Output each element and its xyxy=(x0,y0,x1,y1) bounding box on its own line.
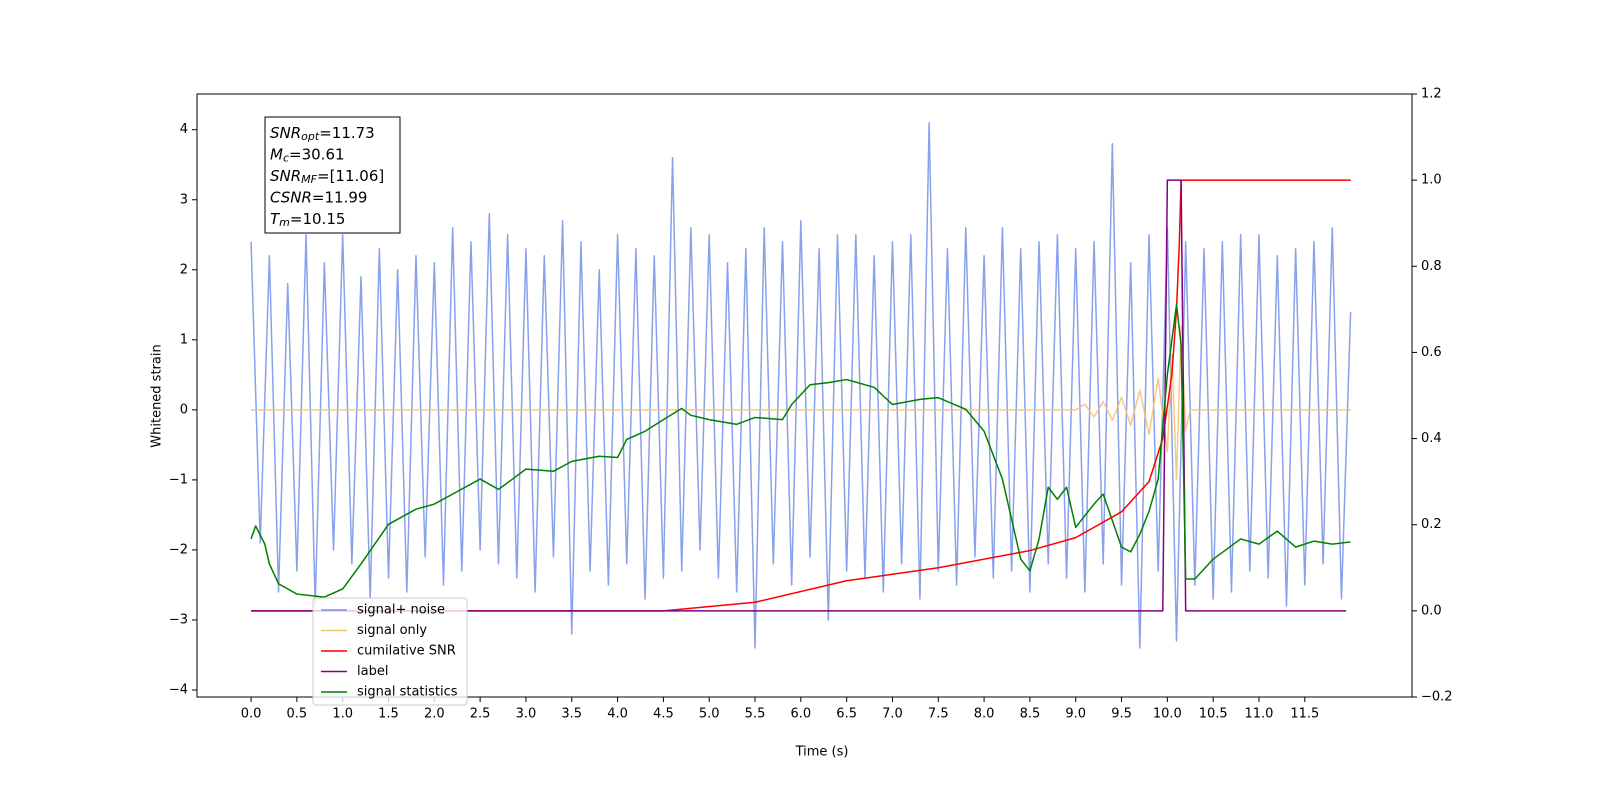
x-axis-label: Time (s) xyxy=(795,745,849,760)
legend-label: signal only xyxy=(357,623,427,638)
annotation: CSNR=11.99 xyxy=(270,188,367,206)
x-tick-label: 3.0 xyxy=(516,707,537,722)
x-tick-label: 10.5 xyxy=(1199,707,1228,722)
y-tick-label: −3 xyxy=(169,612,188,627)
annotation-name: CSNR xyxy=(270,188,312,206)
y-tick-label: −1 xyxy=(169,472,188,487)
legend-label: label xyxy=(357,664,388,679)
y2-tick-label: −0.2 xyxy=(1421,690,1453,705)
plot-lines xyxy=(250,121,1352,649)
annotation: Tm=10.15 xyxy=(270,210,345,230)
annotation: Mc=30.61 xyxy=(270,145,345,165)
annotation-name: SNR xyxy=(270,167,301,185)
series-line xyxy=(251,179,1351,612)
annotation-text: =[11.06] xyxy=(317,167,384,185)
y-tick-label: 4 xyxy=(180,122,188,137)
annotation-sub: c xyxy=(283,152,289,165)
annotation-text: =30.61 xyxy=(289,145,345,163)
y-tick-label: 0 xyxy=(180,402,188,417)
x-tick-label: 6.5 xyxy=(836,707,857,722)
x-tick-label: 7.0 xyxy=(882,707,903,722)
plot-frame xyxy=(196,93,1413,698)
x-tick-label: 9.5 xyxy=(1111,707,1132,722)
y2-tick-label: 0.0 xyxy=(1421,603,1442,618)
x-tick-label: 5.5 xyxy=(745,707,766,722)
x-tick-label: 10.0 xyxy=(1153,707,1182,722)
x-tick-label: 4.5 xyxy=(653,707,674,722)
annotation-sub: m xyxy=(279,216,290,229)
y-tick-label: −4 xyxy=(169,682,188,697)
x-tick-label: 2.5 xyxy=(470,707,491,722)
y2-tick-label: 0.6 xyxy=(1421,345,1442,360)
x-tick-label: 5.0 xyxy=(699,707,720,722)
x-tick-label: 7.5 xyxy=(928,707,949,722)
x-tick-label: 4.0 xyxy=(607,707,628,722)
legend-box xyxy=(312,597,468,706)
x-tick-label: 6.0 xyxy=(790,707,811,722)
x-tick-label: 0.5 xyxy=(287,707,308,722)
y-axis-label: Whitened strain xyxy=(150,344,165,447)
series-line xyxy=(251,179,1347,612)
x-tick-label: 0.0 xyxy=(241,707,262,722)
x-tick-label: 2.0 xyxy=(424,707,445,722)
annotation-name: SNR xyxy=(270,124,301,142)
annotation-sub: MF xyxy=(301,173,317,186)
y2-tick-label: 0.8 xyxy=(1421,259,1442,274)
annotation-name: M xyxy=(270,145,283,163)
y2-tick-label: 1.0 xyxy=(1421,173,1442,188)
x-tick-label: 8.5 xyxy=(1020,707,1041,722)
annotation-box xyxy=(264,116,401,234)
annotation-text: =11.73 xyxy=(319,124,375,142)
annotation: SNRopt=11.73 xyxy=(270,124,375,144)
legend-label: signal+ noise xyxy=(357,603,445,618)
x-tick-label: 9.0 xyxy=(1065,707,1086,722)
x-tick-label: 1.5 xyxy=(378,707,399,722)
x-tick-label: 11.5 xyxy=(1290,707,1319,722)
x-tick-label: 1.0 xyxy=(332,707,353,722)
y2-tick-label: 0.2 xyxy=(1421,517,1442,532)
y2-tick-label: 1.2 xyxy=(1421,87,1442,102)
x-tick-label: 8.0 xyxy=(974,707,995,722)
x-tick-label: 11.0 xyxy=(1245,707,1274,722)
series-line xyxy=(250,303,1351,598)
y2-tick-label: 0.4 xyxy=(1421,431,1442,446)
legend-label: signal statistics xyxy=(357,685,458,700)
y-tick-label: 1 xyxy=(180,332,188,347)
annotation: SNRMF=[11.06] xyxy=(270,167,384,187)
series-line xyxy=(251,325,1351,481)
y-tick-label: −2 xyxy=(169,542,188,557)
annotation-sub: opt xyxy=(301,130,320,143)
legend-label: cumilative SNR xyxy=(357,644,456,659)
annotation-name: T xyxy=(270,210,281,228)
y-tick-label: 2 xyxy=(180,262,188,277)
x-tick-label: 3.5 xyxy=(561,707,582,722)
annotation-text: =10.15 xyxy=(290,210,346,228)
y-tick-label: 3 xyxy=(180,192,188,207)
annotation-text: =11.99 xyxy=(312,188,368,206)
